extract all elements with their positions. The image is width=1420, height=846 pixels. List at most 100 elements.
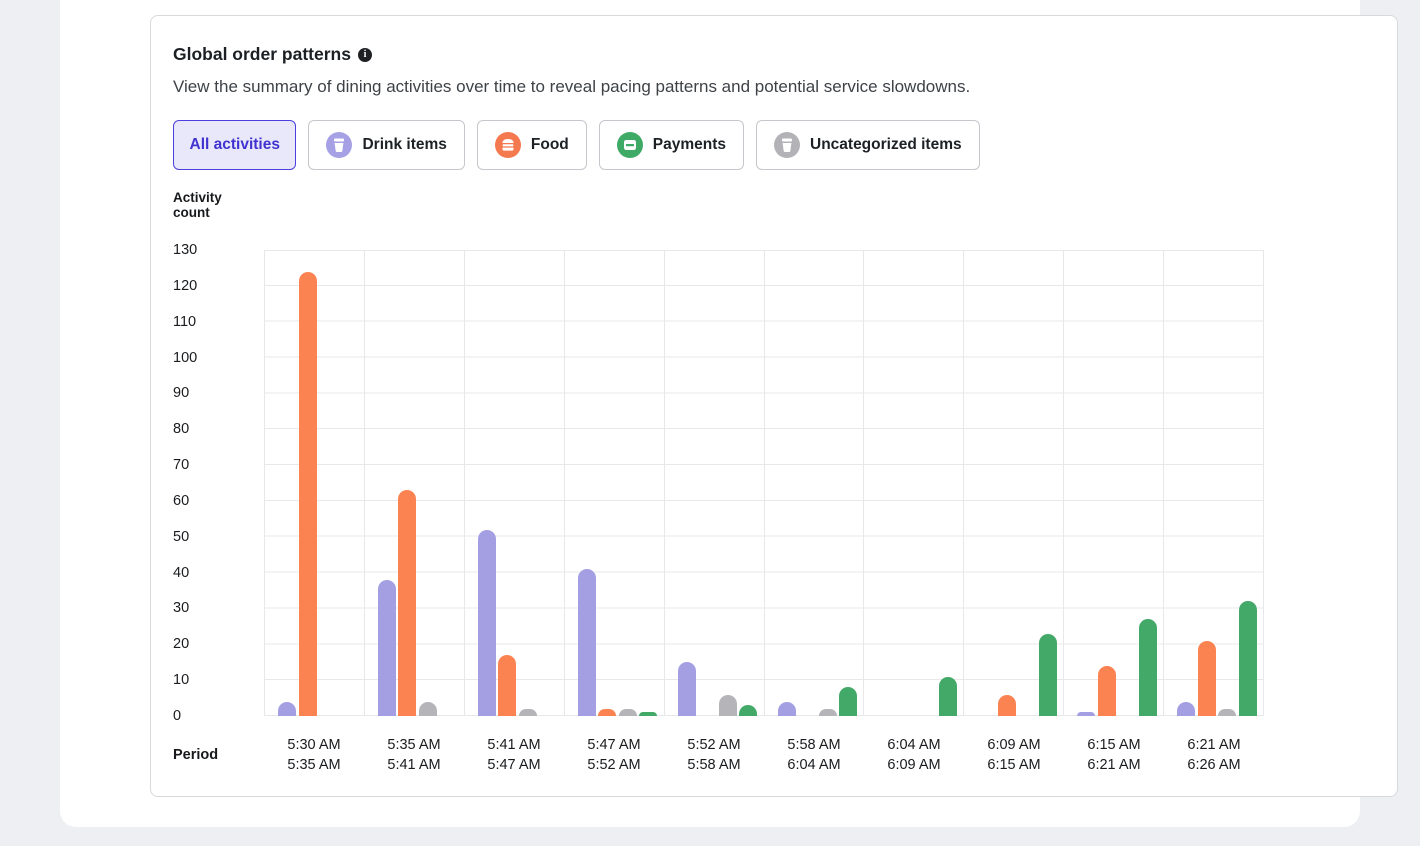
bar-group [265,251,365,716]
y-tick-label: 20 [173,636,190,653]
x-tick-line: 5:47 AM [487,757,541,773]
x-tick-line: 6:15 AM [1087,737,1141,753]
filter-button-label: Drink items [362,136,447,153]
payments-icon [616,132,643,158]
x-tick-line: 5:58 AM [687,757,741,773]
page-subtitle: View the summary of dining activities ov… [173,77,971,96]
bar-uncategorized-items[interactable] [518,708,537,716]
x-tick-line: 6:21 AM [1087,757,1141,773]
bar-group [964,251,1065,716]
uncategorized-icon [774,132,800,158]
x-axis-title: Period [173,747,219,763]
filter-button-uncategorized-items[interactable]: Uncategorized items [756,120,980,170]
y-tick-label: 110 [173,313,197,330]
y-tick-label: 40 [173,564,190,581]
bar-group [1064,251,1165,716]
bar-drink-items[interactable] [677,662,696,716]
x-tick-line: 6:15 AM [987,757,1041,773]
bar-payments[interactable] [839,687,858,716]
bar-group [565,251,665,716]
x-tick-line: 6:04 AM [787,757,841,773]
bar-drink-items[interactable] [1077,712,1096,716]
x-tick-line: 5:30 AM [287,737,341,753]
x-tick-label: 6:15 AM 6:21 AM [1064,735,1164,775]
bar-group [365,251,465,716]
filter-button-label: Payments [652,136,726,153]
bar-food[interactable] [398,490,417,716]
bar-uncategorized-items[interactable] [418,701,437,716]
y-tick-label: 120 [173,277,198,294]
filter-button-label: All activities [189,136,280,153]
bar-group [465,251,565,716]
filter-button-drink-items[interactable]: Drink items [308,120,465,170]
plot-area [264,250,1265,716]
bar-food[interactable] [1097,665,1116,716]
bar-drink-items[interactable] [577,569,596,716]
drink-icon [326,132,353,158]
x-tick-label: 5:35 AM 5:41 AM [364,735,464,775]
filter-button-label: Uncategorized items [810,136,962,153]
filter-button-label: Food [530,136,569,153]
filter-button-payments[interactable]: Payments [598,120,744,170]
x-tick-line: 5:47 AM [587,737,641,753]
bar-uncategorized-items[interactable] [818,708,837,716]
food-icon [494,132,521,158]
filter-button-food[interactable]: Food [476,120,587,170]
x-tick-label: 5:30 AM 5:35 AM [264,735,364,775]
x-tick-line: 5:41 AM [487,737,541,753]
bar-group [765,251,865,716]
y-tick-label: 100 [173,349,198,366]
y-tick-label: 60 [173,492,190,509]
x-axis-labels: 5:30 AM 5:35 AM 5:35 AM 5:41 AM 5:41 AM 5:47 … [264,735,1264,775]
x-tick-label: 5:52 AM 5:58 AM [664,735,764,775]
bar-food[interactable] [298,271,317,716]
x-tick-line: 5:35 AM [287,757,341,773]
y-axis-ticks: 130 120 110 100 90 80 70 60 50 40 30 20 10 0 [173,242,253,724]
info-icon[interactable]: i [357,47,372,62]
bar-uncategorized-items[interactable] [1218,708,1237,716]
bar-payments[interactable] [1138,619,1157,716]
bar-payments[interactable] [938,676,957,716]
y-tick-label: 130 [173,242,198,258]
y-tick-label: 50 [173,528,190,545]
bar-drink-items[interactable] [377,579,396,716]
bar-drink-items[interactable] [278,701,296,716]
bar-payments[interactable] [739,705,758,716]
x-tick-line: 6:21 AM [1187,737,1241,753]
y-tick-label: 90 [173,385,190,402]
bar-group [864,251,965,716]
page-title: Global order patterns i [173,44,372,65]
x-tick-line: 5:41 AM [387,757,441,773]
x-tick-line: 6:09 AM [887,757,941,773]
bar-uncategorized-items[interactable] [718,694,737,716]
chart-card: Global order patterns i View the summary… [150,15,1398,797]
bar-group [1164,251,1265,716]
bar-food[interactable] [498,655,517,716]
bar-food[interactable] [997,694,1016,716]
x-tick-line: 6:04 AM [887,737,941,753]
x-tick-line: 6:09 AM [987,737,1041,753]
bar-payments[interactable] [1038,633,1057,716]
y-tick-label: 0 [173,708,182,724]
x-tick-label: 5:58 AM 6:04 AM [764,735,864,775]
bar-food[interactable] [598,708,617,716]
x-tick-label: 5:47 AM 5:52 AM [564,735,664,775]
bar-payments[interactable] [1238,601,1257,716]
page-title-text: Global order patterns [173,44,351,64]
bar-food[interactable] [1197,640,1216,716]
x-tick-line: 5:52 AM [687,737,741,753]
bar-group [665,251,765,716]
x-tick-line: 5:35 AM [387,737,441,753]
filter-button-all-activities[interactable]: All activities [173,120,297,170]
bar-uncategorized-items[interactable] [618,708,637,716]
bar-payments[interactable] [639,712,658,716]
y-tick-label: 30 [173,600,190,617]
bar-drink-items[interactable] [777,701,796,716]
bar-drink-items[interactable] [1177,701,1196,716]
x-tick-label: 6:21 AM 6:26 AM [1164,735,1264,775]
y-tick-label: 10 [173,672,190,689]
x-tick-line: 5:58 AM [787,737,841,753]
y-axis-title: Activity count [173,190,222,220]
bar-drink-items[interactable] [477,529,496,716]
